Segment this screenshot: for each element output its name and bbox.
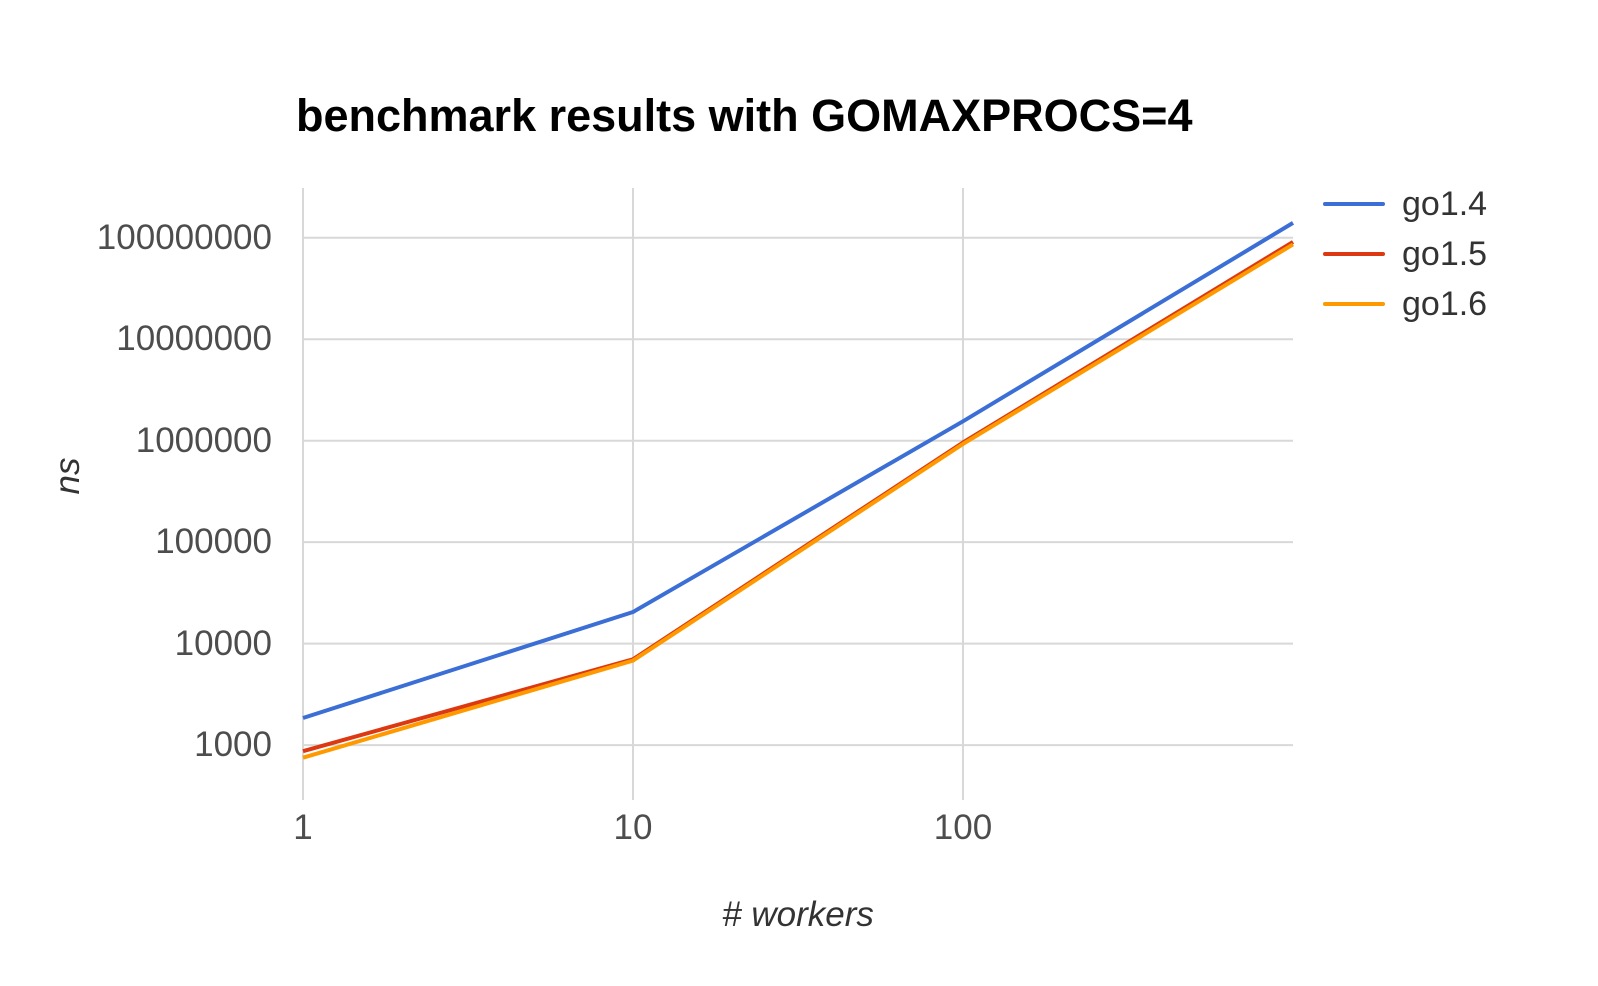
- x-axis-title: # workers: [722, 895, 874, 934]
- x-tick-label: 1: [293, 808, 313, 847]
- y-tick-label: 100000: [155, 522, 272, 562]
- legend-item-go1.4: go1.4: [1323, 184, 1488, 223]
- legend-swatch-go1.5: [1323, 252, 1385, 256]
- legend-item-go1.5: go1.5: [1323, 234, 1488, 273]
- legend-label: go1.4: [1402, 184, 1488, 223]
- legend-label: go1.5: [1402, 234, 1488, 273]
- legend-swatch-go1.4: [1323, 202, 1385, 206]
- legend: go1.4 go1.5 go1.6: [1323, 184, 1488, 336]
- y-tick-label: 1000: [194, 725, 272, 765]
- x-tick-label: 10: [613, 808, 653, 847]
- legend-item-go1.6: go1.6: [1323, 284, 1488, 323]
- y-tick-label: 100000000: [96, 217, 272, 257]
- y-tick-label: 10000000: [116, 319, 272, 359]
- legend-swatch-go1.6: [1323, 302, 1385, 306]
- x-tick-label: 100: [933, 808, 993, 847]
- y-tick-label: 1000000: [135, 420, 272, 460]
- series-line-go1.4: [302, 221, 1295, 720]
- legend-label: go1.6: [1402, 284, 1488, 323]
- chart-title: benchmark results with GOMAXPROCS=4: [296, 90, 1193, 141]
- series-line-go1.5: [302, 240, 1295, 754]
- y-tick-label: 10000: [174, 623, 272, 663]
- series-line-go1.6: [302, 242, 1295, 760]
